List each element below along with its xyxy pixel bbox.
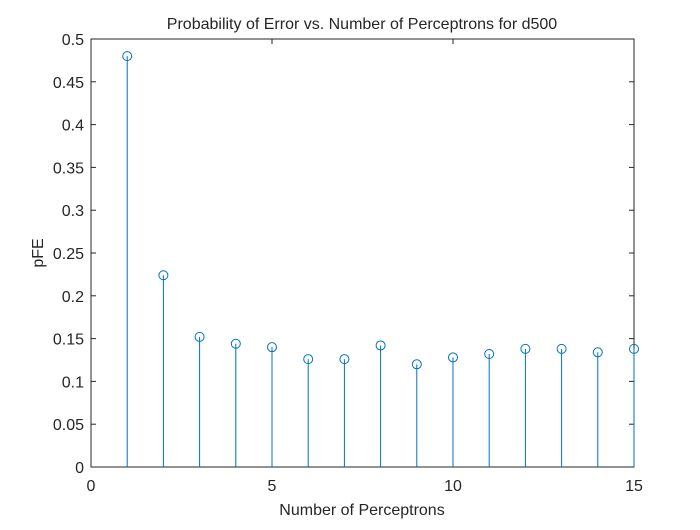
stem-marker bbox=[375, 340, 386, 351]
stem-marker bbox=[194, 331, 205, 342]
chart-title: Probability of Error vs. Number of Perce… bbox=[167, 16, 557, 33]
stem-marker bbox=[303, 354, 314, 365]
y-tick-label: 0.15 bbox=[53, 332, 84, 349]
y-tick-label: 0.05 bbox=[53, 417, 84, 434]
x-axis-label: Number of Perceptrons bbox=[279, 502, 444, 519]
y-tick-label: 0.35 bbox=[53, 160, 84, 177]
stem-marker bbox=[158, 270, 169, 281]
y-tick-label: 0.2 bbox=[62, 289, 84, 306]
stem-marker bbox=[556, 343, 567, 354]
stem-series bbox=[122, 51, 639, 467]
y-tick-label: 0.5 bbox=[62, 32, 84, 49]
stem-marker bbox=[448, 352, 458, 363]
plot-area-frame bbox=[90, 38, 635, 468]
stem-marker bbox=[629, 343, 639, 354]
y-tick-label: 0.25 bbox=[53, 246, 84, 263]
stem-marker bbox=[520, 343, 531, 354]
x-tick-label: 15 bbox=[625, 478, 643, 495]
y-tick-label: 0.45 bbox=[53, 75, 84, 92]
x-tick-label: 5 bbox=[268, 478, 277, 495]
stem-marker bbox=[411, 359, 422, 370]
y-tick-label: 0.1 bbox=[62, 374, 84, 391]
stem-marker bbox=[484, 349, 495, 360]
y-tick-label: 0 bbox=[75, 460, 84, 477]
stem-marker bbox=[122, 51, 133, 62]
y-axis: 0 0.05 0.1 0.15 0.2 0.25 0.3 0.35 0.4 0.45 0.5 bbox=[53, 32, 634, 477]
stem-marker bbox=[339, 354, 350, 365]
y-axis-label: pFE bbox=[30, 238, 47, 267]
stem-marker bbox=[592, 347, 603, 358]
y-tick-label: 0.3 bbox=[62, 203, 84, 220]
stem-marker bbox=[267, 342, 277, 353]
x-tick-label: 0 bbox=[87, 478, 96, 495]
stem-marker bbox=[230, 338, 241, 349]
y-tick-label: 0.4 bbox=[62, 118, 84, 135]
x-tick-label: 10 bbox=[444, 478, 462, 495]
